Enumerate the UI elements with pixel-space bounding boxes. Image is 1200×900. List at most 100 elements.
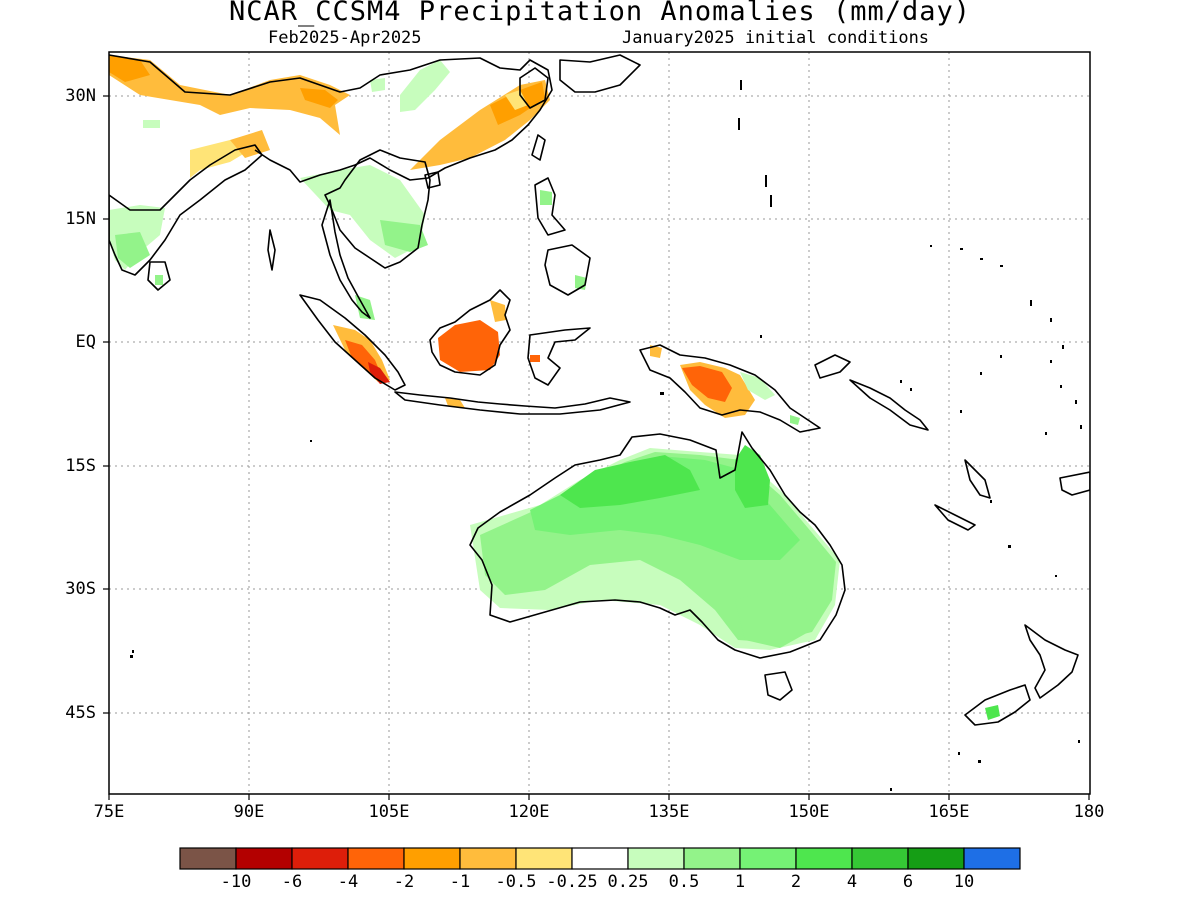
- coast-korea: [519, 67, 549, 109]
- coastlines: [109, 54, 1090, 726]
- coast-china: [109, 54, 553, 183]
- anomaly-nz: [985, 705, 1000, 720]
- colorbar-label: -0.25: [546, 872, 598, 892]
- colorbar-swatch: [403, 847, 461, 870]
- colorbar-swatch: [795, 847, 853, 870]
- coast-nz-south: [964, 684, 1031, 726]
- y-tick-label: 45S: [65, 703, 96, 723]
- anomaly-sumatra-red: [368, 362, 390, 384]
- coast-java: [394, 391, 631, 415]
- colorbar-label: 6: [902, 872, 914, 892]
- map-gridlines: [109, 52, 1090, 794]
- anomaly-north-china-b: [370, 78, 385, 92]
- y-tick-label: 30S: [65, 579, 96, 599]
- coast-japan: [559, 54, 641, 93]
- colorbar-swatch: [907, 847, 965, 870]
- anomaly-sri-lanka: [155, 275, 163, 285]
- coast-luzon: [534, 177, 566, 236]
- x-tick-label: 105E: [368, 802, 410, 822]
- coast-solomons: [849, 379, 929, 431]
- coast-sulawesi: [527, 327, 591, 386]
- anomaly-tibet: [300, 88, 338, 108]
- x-tick-label: 120E: [508, 802, 550, 822]
- initial-conditions: January2025 initial conditions: [622, 28, 930, 48]
- x-tick-label: 135E: [648, 802, 690, 822]
- colorbar-label: -0.5: [495, 872, 537, 892]
- coast-mindanao: [544, 244, 591, 296]
- colorbar-label: -4: [337, 872, 359, 892]
- anomaly-sulawesi: [530, 355, 540, 362]
- coast-taiwan: [531, 134, 546, 161]
- anomaly-north-china: [400, 60, 450, 112]
- colorbar-label: 10: [953, 872, 975, 892]
- colorbar-swatch: [851, 847, 909, 870]
- colorbar-label: 4: [846, 872, 858, 892]
- y-tick-label: 15S: [65, 456, 96, 476]
- anomaly-cape-york: [735, 445, 770, 508]
- colorbar-swatch: [571, 847, 629, 870]
- anomaly-shading: [109, 55, 1000, 720]
- colorbar-swatch: [515, 847, 573, 870]
- colorbar-label: 0.25: [607, 872, 649, 892]
- coast-hainan: [424, 171, 441, 189]
- y-tick-label: EQ: [75, 332, 96, 352]
- coast-tasmania: [764, 671, 793, 701]
- anomaly-korea: [505, 90, 528, 110]
- colorbar-label: 0.5: [668, 872, 700, 892]
- colorbar-label: -10: [220, 872, 252, 892]
- colorbar: [179, 847, 1021, 870]
- colorbar-swatch: [235, 847, 293, 870]
- anomaly-new-guinea-strong: [682, 366, 732, 402]
- coast-sri-lanka: [147, 261, 171, 291]
- coast-new-caledonia: [934, 504, 976, 531]
- anomaly-west-india-b: [115, 232, 150, 268]
- axis-ticks: [103, 95, 1090, 800]
- colorbar-label: -2: [393, 872, 415, 892]
- y-tick-label: 15N: [65, 209, 96, 229]
- x-tick-label: 75E: [93, 802, 125, 822]
- colorbar-swatch: [683, 847, 741, 870]
- coast-new-britain: [814, 354, 851, 379]
- colorbar-label: 1: [734, 872, 746, 892]
- colorbar-swatch: [963, 847, 1021, 870]
- map-frame: [108, 51, 1091, 795]
- coast-malay-peninsula: [321, 199, 371, 319]
- anomaly-new-guinea-green: [740, 372, 775, 400]
- colorbar-swatch: [291, 847, 349, 870]
- coast-nz-north: [1024, 624, 1079, 699]
- coast-andaman: [267, 229, 276, 271]
- coast-borneo: [429, 289, 511, 376]
- anomaly-australia-green4: [560, 455, 700, 508]
- anomaly-borneo: [438, 320, 500, 372]
- map-title: NCAR_CCSM4 Precipitation Anomalies (mm/d…: [229, 0, 971, 27]
- colorbar-swatch: [627, 847, 685, 870]
- forecast-period: Feb2025-Apr2025: [268, 28, 422, 48]
- x-tick-label: 180: [1073, 802, 1105, 822]
- coast-vanuatu: [964, 459, 991, 499]
- anomaly-indochina-b: [380, 220, 428, 252]
- colorbar-swatch: [459, 847, 517, 870]
- colorbar-swatch: [739, 847, 797, 870]
- colorbar-swatch: [347, 847, 405, 870]
- coast-australia: [469, 431, 846, 659]
- anomaly-bird-head: [650, 345, 662, 358]
- x-tick-label: 90E: [233, 802, 265, 822]
- coast-new-guinea: [639, 344, 821, 433]
- anomaly-pakistan: [143, 120, 160, 128]
- colorbar-label: 2: [790, 872, 802, 892]
- anomaly-borneo-edge: [490, 300, 506, 322]
- colorbar-swatch: [179, 847, 237, 870]
- anomaly-himalaya-strong: [109, 55, 150, 82]
- x-tick-label: 150E: [788, 802, 830, 822]
- anomaly-se-australia: [735, 590, 812, 648]
- anomaly-solomon: [790, 415, 800, 425]
- x-tick-label: 165E: [928, 802, 970, 822]
- colorbar-label: -1: [449, 872, 471, 892]
- y-tick-label: 30N: [65, 86, 96, 106]
- coast-india: [109, 144, 263, 276]
- coast-fiji: [1059, 471, 1090, 496]
- anomaly-philippines: [540, 190, 552, 205]
- small-islands: [130, 80, 1082, 791]
- colorbar-label: -6: [281, 872, 303, 892]
